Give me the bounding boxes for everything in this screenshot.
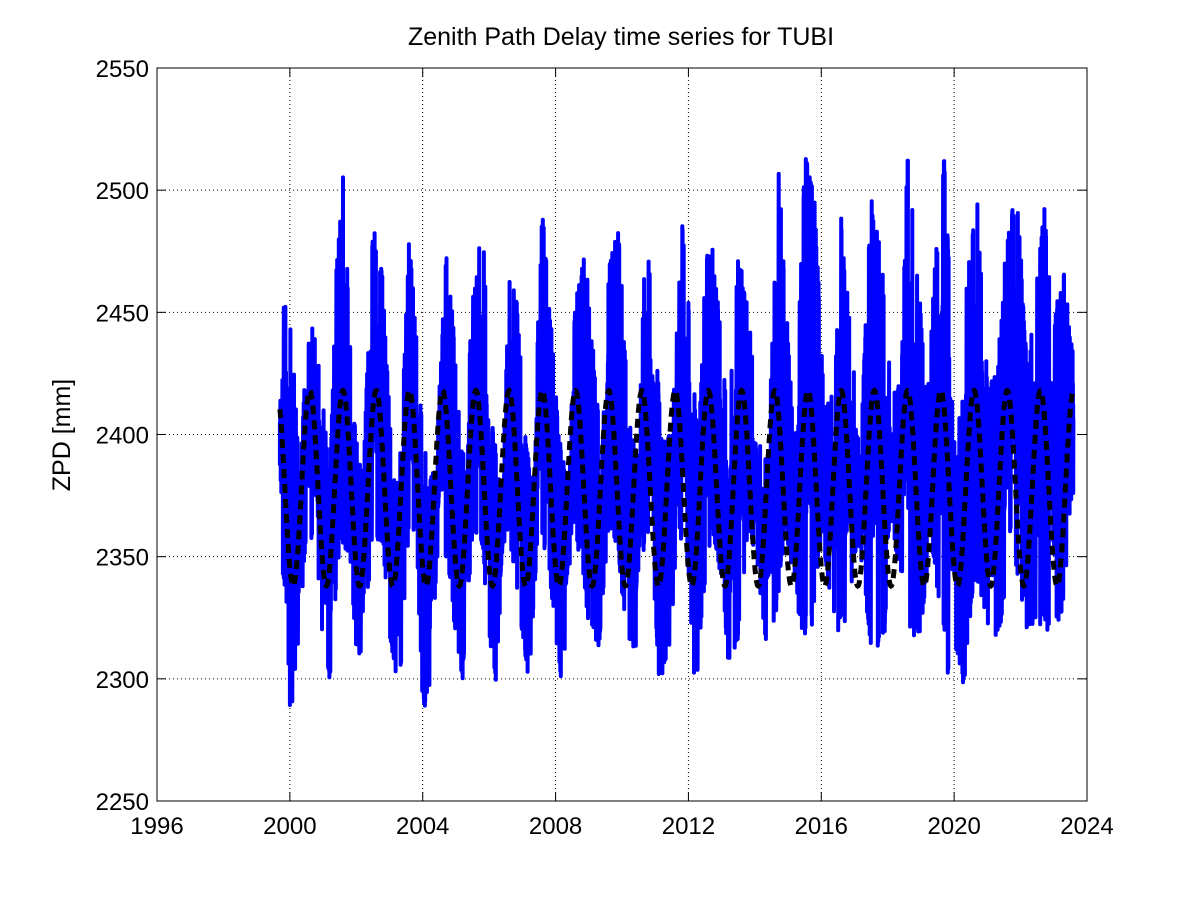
y-tick-label: 2500 (96, 178, 149, 205)
x-tick-label: 2020 (927, 813, 980, 840)
y-tick-label: 2400 (96, 423, 149, 450)
series-zpd-model-line (277, 387, 1076, 590)
y-axis-label: ZPD [mm] (48, 379, 76, 492)
x-tick-label: 1996 (130, 813, 183, 840)
chart-title: Zenith Path Delay time series for TUBI (408, 23, 834, 51)
axes-frame (156, 67, 1088, 802)
x-tick-label: 2016 (795, 813, 848, 840)
x-tick-label: 2008 (529, 813, 582, 840)
x-tick-label: 2000 (263, 813, 316, 840)
y-tick-label: 2350 (96, 545, 149, 572)
x-tick-label: 2012 (662, 813, 715, 840)
y-tick-label: 2300 (96, 667, 149, 694)
y-tick-label: 2250 (96, 789, 149, 816)
tick-labels: 1996 2000 2004 2008 2012 2016 2020 2024 2250 2300… (96, 56, 1114, 840)
x-tick-label: 2024 (1060, 813, 1113, 840)
y-tick-label: 2450 (96, 300, 149, 327)
plot-area (277, 157, 1076, 708)
x-tick-label: 2004 (396, 813, 449, 840)
y-tick-label: 2550 (96, 56, 149, 83)
